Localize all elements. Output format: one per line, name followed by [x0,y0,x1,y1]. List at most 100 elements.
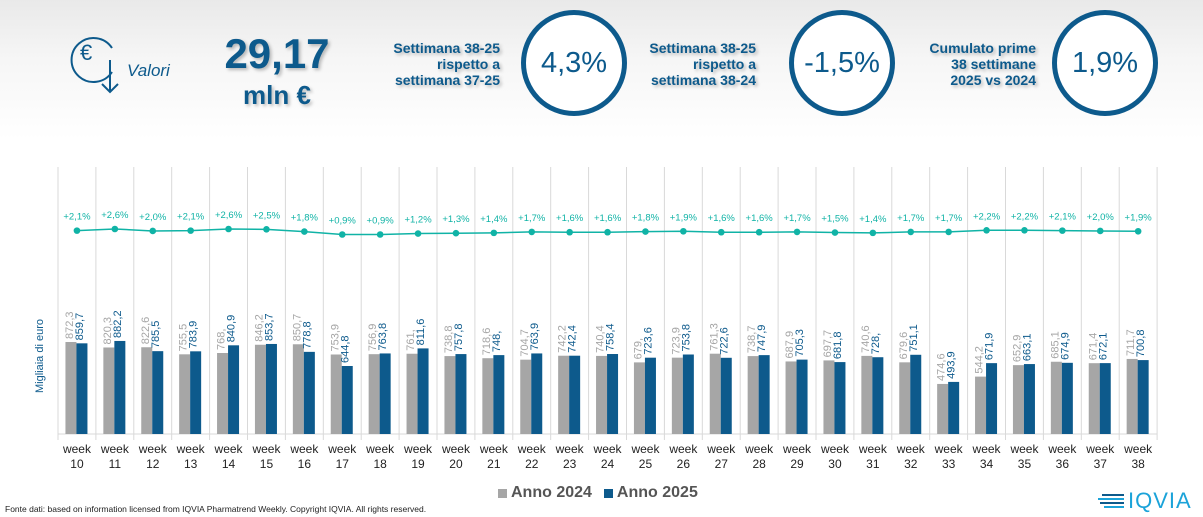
x-tick-label: week [517,442,547,456]
growth-label: +2,1% [63,212,91,223]
kpi-label-line: 2025 vs 2024 [950,72,1036,88]
value-label-2024: 738,7 [746,326,758,354]
growth-marker [301,228,308,235]
bar-2025-week-21 [493,355,505,434]
bar-2025-week-33 [948,381,960,434]
bar-2025-week-19 [417,348,429,434]
value-label-2024: 687,9 [784,331,796,359]
value-label-2024: 723,9 [670,327,682,355]
kpi-label-line: settimana 37-25 [394,72,500,88]
bar-2025-week-28 [758,355,770,434]
growth-label: +1,6% [594,213,622,224]
growth-marker [225,225,232,233]
bar-2025-week-27 [720,357,732,434]
value-label-2024: 820,3 [102,317,114,345]
value-label-2025: 859,7 [74,313,86,341]
x-tick-label: 37 [1094,457,1108,470]
x-tick-label: week [896,442,926,456]
value-label-2025: 763,9 [529,323,541,351]
value-label-2024: 850,7 [291,314,303,342]
growth-label: +1,2% [404,215,432,226]
growth-marker [414,230,422,237]
bar-2025-week-26 [682,354,694,434]
growth-label: +1,5% [821,214,849,225]
value-label-2024: 755,5 [178,324,190,352]
kpi-week-vs-last-year-label: Settimana 38-25 rispetto a settimana 38-… [640,40,756,88]
iqvia-logo-mark-icon [1098,494,1124,508]
value-label-2024: 679,6 [898,332,910,360]
value-label-2024: 671,4 [1087,333,1099,361]
x-tick-label: 20 [449,457,463,470]
growth-line-layer [73,225,1142,238]
x-tick-label: week [668,442,698,456]
x-tick-label: week [441,442,471,456]
value-label-2024: 740,6 [860,325,872,353]
bar-2025-week-24 [607,354,619,434]
bar-2024-week-19 [406,353,418,434]
x-tick-label: week [1085,442,1115,456]
growth-label: +1,8% [632,213,660,224]
value-label-2024: 652,9 [1011,335,1023,363]
value-label-2025: 722,6 [718,327,730,355]
bar-2024-week-21 [482,358,494,434]
growth-label: +1,8% [291,213,319,224]
bar-2025-week-20 [455,354,467,434]
bar-2025-week-13 [190,351,202,434]
x-tick-label: week [176,442,206,456]
growth-label: +1,7% [783,213,811,224]
growth-label: +2,2% [973,211,1001,222]
bar-2025-week-16 [303,351,315,434]
growth-label: +1,7% [935,213,963,224]
bar-2024-week-15 [254,344,266,434]
value-label-2025: 672,1 [1097,333,1109,361]
x-tick-label: 22 [525,457,539,470]
value-label-2025: 728, [870,333,882,354]
x-tick-label: week [934,442,964,456]
kpi-label-line: rispetto a [436,56,500,72]
legend-item-2024: Anno 2024 [498,484,592,502]
bar-2024-week-27 [709,353,721,434]
growth-label: +2,0% [1087,212,1115,223]
bar-2024-week-35 [1012,365,1024,434]
growth-marker [149,227,157,235]
x-tick-label: week [479,442,509,456]
chart-legend: Anno 2024 Anno 2025 [498,484,698,502]
value-label-2025: 757,8 [453,324,465,352]
growth-marker [187,227,194,234]
x-tick-label: 32 [904,457,918,470]
value-label-2024: 718,6 [481,328,493,356]
growth-marker [680,227,687,235]
bar-2025-week-37 [1099,363,1111,434]
kpi-label-line: settimana 38-24 [650,72,756,88]
growth-label: +1,4% [859,214,887,225]
x-tick-label: week [365,442,395,456]
value-label-2025: 644,8 [339,335,351,363]
bar-2024-week-34 [975,376,987,434]
x-tick-label: week [820,442,850,456]
x-tick-label: week [630,442,660,456]
legend-label-2025: Anno 2025 [616,484,698,501]
x-tick-label: 35 [1018,457,1032,470]
growth-marker [907,228,915,236]
bar-2025-week-31 [872,357,884,434]
value-label-2025: 753,8 [680,324,692,352]
growth-marker [983,226,990,234]
value-label-2025: 742,4 [567,325,579,353]
x-tick-label: week [744,442,774,456]
x-tick-label: week [62,442,92,456]
kpi-label-line: Settimana 38-25 [393,40,500,56]
growth-label: +1,7% [518,213,546,224]
kpi-week-vs-prev-week-label: Settimana 38-25 rispetto a settimana 37-… [380,40,500,88]
bar-2024-week-17 [330,354,342,434]
bar-2024-week-30 [823,360,835,434]
growth-marker [642,228,649,235]
growth-marker [1134,227,1142,235]
bar-2024-week-12 [141,347,153,434]
x-tick-label: week [555,442,585,456]
x-tick-label: week [289,442,319,456]
bar-2024-week-22 [520,359,532,434]
growth-label: +1,6% [708,213,736,224]
x-tick-label: 12 [146,457,160,470]
growth-label: +1,3% [442,214,470,225]
growth-label: +1,6% [556,213,584,224]
